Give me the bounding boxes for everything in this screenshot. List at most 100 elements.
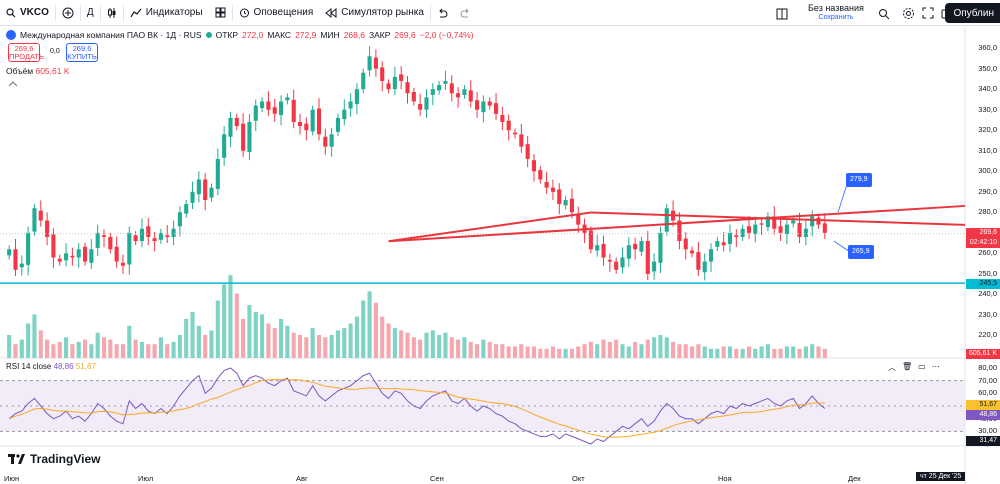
candle-body — [108, 236, 113, 250]
last-price-tag: 269,6 — [966, 228, 1000, 238]
volume-bar — [822, 348, 827, 358]
volume-bar — [702, 346, 707, 358]
volume-bar — [753, 348, 758, 358]
volume-bar — [380, 316, 385, 358]
templates-button[interactable] — [209, 0, 232, 26]
volume-bar — [443, 332, 448, 358]
candle-body — [512, 132, 518, 135]
undo-button[interactable] — [431, 0, 454, 26]
redo-button[interactable] — [454, 0, 477, 26]
lower-trend-callout[interactable]: 265,9 — [848, 245, 874, 259]
compare-button[interactable] — [56, 0, 80, 26]
layout-icon-wrap[interactable] — [776, 7, 788, 25]
volume-bar — [272, 328, 277, 358]
buy-label: КУПИТЬ — [67, 52, 97, 61]
volume-bar — [133, 339, 138, 358]
candle-body — [247, 122, 252, 152]
upper-trend-callout[interactable]: 279,9 — [846, 173, 872, 187]
candle-body — [51, 234, 56, 258]
volume-bar — [152, 344, 157, 358]
symbol-logo-icon — [6, 30, 16, 40]
volume-bar — [82, 339, 88, 358]
collapse-legend-button[interactable] — [8, 80, 20, 90]
chevron-up-icon[interactable]: ︿ — [888, 363, 896, 372]
layout-save-link[interactable]: Сохранить — [818, 14, 854, 21]
price-axis-label: 280,0 — [978, 207, 997, 217]
more-icon[interactable]: ⋯ — [931, 362, 940, 371]
volume-bar — [778, 348, 783, 358]
volume-bar — [430, 330, 435, 358]
triangle-lower-line — [388, 204, 966, 243]
volume-bar — [791, 346, 796, 358]
rsi-ma-value: 51,67 — [75, 362, 96, 371]
volume-bar — [171, 341, 176, 358]
candle-body — [557, 189, 562, 205]
candle-body — [57, 258, 62, 262]
volume-bar — [95, 332, 100, 358]
close-value: 269,6 — [394, 30, 416, 40]
rewind-icon — [325, 7, 337, 18]
volume-bar — [51, 344, 56, 358]
maximize-icon[interactable]: ▭ — [918, 362, 926, 371]
candle-body — [190, 191, 195, 203]
volume-bar — [620, 344, 625, 358]
layout-name[interactable]: Без названия Сохранить — [808, 3, 864, 23]
publish-button[interactable]: Опублин — [945, 3, 1000, 23]
chart-type-button[interactable] — [101, 0, 123, 26]
tradingview-logo[interactable]: TradingView — [8, 452, 100, 466]
candle-body — [297, 122, 303, 127]
candle-body — [146, 226, 151, 237]
candle-body — [45, 220, 50, 237]
candle-body — [266, 101, 271, 110]
divider — [231, 4, 233, 21]
time-label: Дек — [848, 474, 861, 483]
trash-icon[interactable]: 🗑 — [902, 362, 913, 371]
replay-button[interactable]: Симулятор рынка — [319, 0, 430, 26]
symbol-search[interactable]: VKCO — [0, 0, 55, 26]
countdown-tag: 02:42:10 — [966, 238, 1000, 248]
rsi-pane-tools: ︿ 🗑 ▭ ⋯ — [888, 362, 940, 373]
symbol-title[interactable]: Международная компания ПАО ВК · 1Д · RUS — [20, 30, 202, 40]
price-chart[interactable] — [0, 26, 1000, 484]
candle-body — [544, 181, 549, 188]
fullscreen-icon[interactable] — [922, 7, 934, 19]
indicators-button[interactable]: Индикаторы — [124, 0, 209, 26]
volume-bar — [481, 339, 486, 358]
volume-bar — [727, 346, 733, 358]
volume-bar — [367, 291, 372, 358]
quick-search-icon[interactable] — [878, 8, 890, 20]
volume-bar — [816, 346, 821, 358]
undo-icon — [439, 8, 448, 17]
volume-bar — [335, 330, 341, 358]
layout-icon — [776, 8, 788, 20]
volume-bar — [664, 337, 669, 358]
volume-bar — [803, 346, 808, 358]
volume-bar — [418, 339, 423, 358]
candle-body — [456, 93, 461, 98]
volume-bar — [13, 344, 18, 358]
volume-bar — [253, 312, 258, 358]
candle-body — [285, 97, 290, 101]
rsi-ma-tag: 51,67 — [966, 400, 1000, 410]
buy-button[interactable]: 269,6 КУПИТЬ — [66, 43, 98, 62]
candle-body — [329, 134, 334, 147]
price-axis-label: 230,0 — [978, 309, 997, 319]
volume-bar — [437, 335, 442, 358]
volume-bar — [493, 344, 499, 358]
alerts-button[interactable]: Оповещения — [233, 0, 320, 26]
volume-bar — [721, 346, 726, 358]
rsi-ma-line — [9, 379, 825, 438]
volume-bar — [772, 348, 777, 358]
candle-body — [626, 245, 631, 259]
sell-button[interactable]: 269,6 ПРОДАТЬ — [8, 43, 44, 62]
candle-body — [696, 252, 701, 270]
volume-bar — [354, 316, 359, 358]
interval-button[interactable]: Д — [81, 0, 100, 26]
candle-body — [462, 89, 467, 95]
settings-icon[interactable] — [902, 7, 915, 20]
time-axis[interactable]: Июн Июл Авг Сен Окт Ноя Дек — [0, 474, 1000, 484]
candle-body — [449, 83, 454, 94]
candle-body — [177, 212, 182, 227]
price-axis-label: 220,0 — [978, 330, 997, 340]
divider — [429, 4, 431, 21]
